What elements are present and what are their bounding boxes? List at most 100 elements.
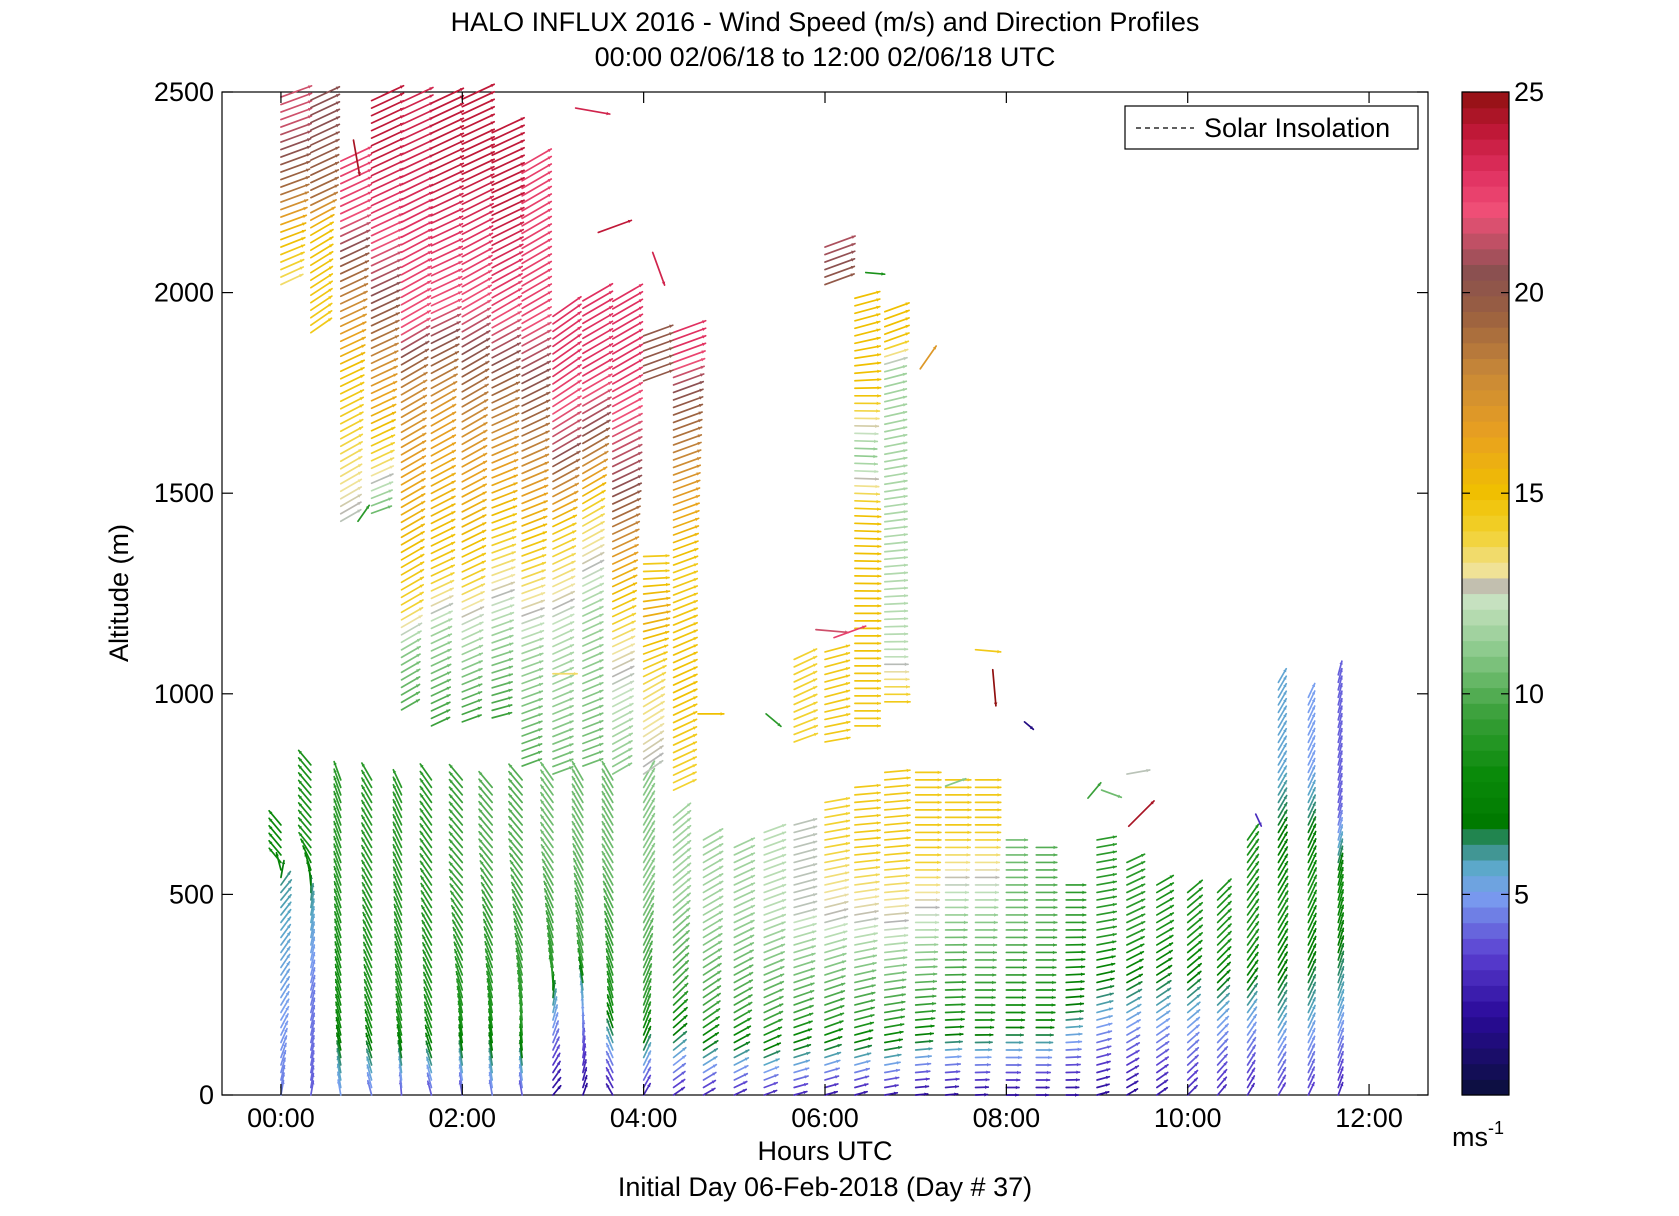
wind-barb <box>333 835 342 856</box>
wind-barb-head <box>394 919 398 924</box>
wind-barb-head <box>311 998 316 1002</box>
wind-barb <box>280 938 291 954</box>
wind-barb-shaft <box>448 763 464 781</box>
wind-barb-shaft <box>452 934 464 954</box>
wind-barb-head <box>453 934 457 939</box>
wind-barb <box>393 918 403 939</box>
wind-barb-shaft <box>546 925 554 946</box>
wind-barb <box>508 800 523 819</box>
wind-barb-head <box>481 882 485 887</box>
wind-barb-head <box>449 876 454 881</box>
wind-barb <box>426 1072 433 1089</box>
wind-barb <box>540 836 554 856</box>
wind-barb-head <box>333 836 337 841</box>
wind-barb-head <box>449 847 453 851</box>
wind-barb-head <box>366 1057 370 1061</box>
wind-barb-head <box>363 972 368 976</box>
wind-barb-shaft <box>448 861 464 879</box>
wind-barb-head <box>334 979 339 984</box>
wind-barb <box>552 1044 561 1059</box>
wind-barb-head <box>480 860 484 865</box>
wind-barb-head <box>543 874 547 878</box>
wind-barb-head <box>420 823 424 828</box>
wind-barb-shaft <box>543 888 554 909</box>
wind-barb <box>362 926 373 946</box>
wind-barb-head <box>363 935 367 939</box>
wind-barb <box>508 778 523 796</box>
wind-barb-head <box>425 1041 429 1045</box>
wind-barb-shaft <box>333 850 342 871</box>
wind-barb-head <box>361 793 366 797</box>
wind-barb-head <box>361 830 366 835</box>
wind-barb-head <box>508 824 513 828</box>
wind-barb-head <box>485 964 490 968</box>
wind-barb-shaft <box>361 814 373 834</box>
wind-barb-head <box>362 897 366 902</box>
wind-barb <box>423 993 433 1014</box>
wind-barb <box>552 1036 560 1051</box>
wind-barb <box>448 793 464 811</box>
wind-barb <box>452 934 464 954</box>
wind-barb <box>297 764 312 781</box>
wind-barb <box>394 948 403 969</box>
wind-barb-shaft <box>510 881 523 901</box>
wind-barb <box>483 933 494 954</box>
wind-barb-shaft <box>392 821 403 841</box>
wind-barb <box>541 851 554 871</box>
wind-barb-head <box>512 897 516 901</box>
wind-barb-head <box>451 898 455 903</box>
wind-barb-shaft <box>478 793 494 811</box>
wind-barb-head <box>540 837 545 842</box>
wind-barb <box>419 793 433 811</box>
wind-barb-head <box>479 831 483 836</box>
wind-barb <box>366 1072 373 1089</box>
wind-barb-head <box>423 957 427 962</box>
wind-barb <box>453 948 464 969</box>
wind-barb <box>297 824 312 841</box>
wind-barb-head <box>364 994 368 999</box>
wind-barb-head <box>285 984 290 988</box>
wind-barb <box>450 897 464 916</box>
wind-barb <box>449 890 464 909</box>
wind-barb-head <box>426 1073 431 1077</box>
wind-barb-head <box>545 903 549 908</box>
wind-barb <box>363 978 373 999</box>
wind-barb-shaft <box>543 880 554 901</box>
wind-barb-head <box>395 986 399 991</box>
wind-barb-head <box>365 1025 369 1030</box>
wind-barb-head <box>285 976 290 981</box>
wind-barb-shaft <box>914 958 938 961</box>
wind-barb-head <box>420 808 424 813</box>
wind-barb <box>420 875 433 894</box>
wind-barb-head <box>364 979 368 984</box>
wind-barb-head <box>334 911 338 916</box>
wind-barb-shaft <box>514 932 523 954</box>
wind-barb <box>392 806 403 826</box>
wind-barb-shaft <box>453 948 464 969</box>
wind-barb-shaft <box>333 820 342 841</box>
wind-barb-head <box>333 874 338 878</box>
wind-barb-head <box>333 806 337 811</box>
wind-barb-head <box>420 861 424 866</box>
wind-barb-shaft <box>448 808 464 826</box>
wind-barb-head <box>483 912 487 916</box>
wind-barb-head <box>509 846 513 850</box>
wind-barb-shaft <box>544 902 554 924</box>
wind-barb-shaft <box>394 926 403 946</box>
wind-barb <box>448 763 464 781</box>
wind-barb-head <box>362 882 366 887</box>
wind-barb-shaft <box>361 852 373 871</box>
wind-barb-shaft <box>393 896 403 916</box>
quiver-field <box>268 83 1345 1097</box>
wind-barb <box>335 1001 342 1021</box>
wind-barb <box>448 801 464 819</box>
wind-barb <box>394 963 403 984</box>
wind-barb-head <box>334 987 339 991</box>
wind-barb-shaft <box>392 768 403 789</box>
wind-barb-head <box>393 784 397 789</box>
wind-barb-head <box>364 1002 368 1006</box>
wind-barb-head <box>269 848 273 852</box>
wind-barb <box>361 889 373 909</box>
wind-barb <box>365 1048 373 1066</box>
wind-barb-head <box>510 860 514 865</box>
